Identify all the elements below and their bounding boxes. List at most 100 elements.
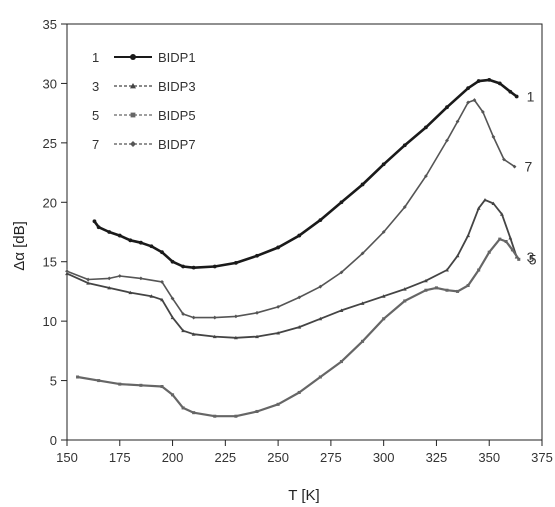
data-point: [65, 269, 69, 274]
data-point: [445, 105, 449, 110]
data-point: [339, 270, 344, 275]
y-tick-label: 25: [43, 136, 57, 151]
legend-entry: 3 BIDP3: [92, 79, 196, 94]
data-point: [212, 315, 217, 320]
data-point: [213, 414, 217, 418]
data-point: [466, 233, 471, 238]
x-tick-label: 325: [426, 450, 448, 465]
x-tick-label: 300: [373, 450, 395, 465]
data-point: [512, 164, 517, 169]
x-tick-label: 225: [214, 450, 236, 465]
data-point: [445, 268, 449, 272]
y-tick-label: 0: [50, 433, 57, 448]
data-point: [402, 205, 407, 209]
axis-ticks: 150 175 200 225 250 275 300 325 350 3750510152025…: [43, 17, 553, 465]
legend-entry: 5 BIDP5: [92, 108, 196, 123]
data-point: [510, 248, 514, 252]
data-point: [276, 331, 281, 335]
data-point: [402, 287, 407, 291]
y-tick-label: 5: [50, 374, 57, 389]
data-point: [160, 384, 164, 389]
data-point: [381, 230, 386, 234]
data-point: [499, 212, 504, 216]
data-point: [181, 406, 185, 410]
data-point: [255, 409, 259, 413]
data-point: [181, 264, 186, 269]
data-point: [423, 174, 428, 179]
legend-entry: 1 BIDP1: [92, 50, 196, 65]
y-tick-label: 10: [43, 314, 57, 329]
data-point: [233, 335, 238, 340]
data-point: [455, 253, 460, 258]
data-point: [360, 251, 365, 256]
data-point: [382, 317, 386, 321]
data-point: [502, 157, 506, 162]
legend-label: BIDP3: [158, 79, 196, 94]
data-point: [170, 315, 175, 320]
legend-marker: [130, 83, 136, 89]
legend-marker: [130, 54, 136, 60]
data-point: [434, 286, 438, 290]
legend-number: 1: [92, 50, 99, 65]
legend-number: 5: [92, 108, 99, 123]
x-tick-label: 200: [162, 450, 184, 465]
data-point: [138, 276, 143, 281]
data-point: [97, 379, 101, 383]
data-point: [255, 310, 259, 315]
data-point: [497, 81, 502, 86]
data-point: [160, 297, 164, 302]
data-point: [318, 284, 323, 289]
data-point: [149, 294, 154, 298]
data-point: [466, 86, 471, 91]
legend: 1 BIDP1 3 BIDP3 5 BIDP5 7 BIDP7: [92, 50, 196, 152]
data-point: [466, 100, 471, 105]
data-point: [86, 277, 91, 282]
data-point: [297, 233, 302, 238]
data-point: [297, 325, 302, 329]
legend-label: BIDP7: [158, 137, 196, 152]
series-end-label: 7: [525, 159, 533, 175]
data-point: [476, 79, 481, 83]
series-bidp7: 7: [65, 98, 533, 320]
data-point: [181, 312, 186, 316]
data-point: [96, 225, 101, 230]
x-tick-label: 375: [531, 450, 553, 465]
y-tick-label: 30: [43, 76, 57, 91]
x-tick-label: 275: [320, 450, 342, 465]
data-point: [107, 276, 112, 281]
data-point: [476, 206, 481, 210]
data-point: [480, 110, 485, 114]
data-point: [381, 162, 386, 167]
data-point: [491, 135, 496, 139]
data-point: [138, 240, 143, 245]
data-point: [514, 94, 519, 99]
data-point: [234, 414, 238, 418]
y-tick-label: 15: [43, 255, 57, 270]
data-point: [276, 304, 281, 309]
legend-entry: 7 BIDP7: [92, 137, 196, 152]
data-point: [128, 290, 133, 295]
data-point: [361, 339, 365, 343]
data-point: [487, 77, 492, 82]
legend-label: BIDP5: [158, 108, 196, 123]
y-tick-label: 20: [43, 195, 57, 210]
data-point: [504, 239, 508, 244]
data-point: [403, 299, 407, 303]
data-point: [171, 393, 175, 397]
data-point: [170, 259, 175, 264]
data-point: [92, 219, 97, 224]
data-point: [360, 182, 365, 187]
data-point: [517, 257, 521, 261]
data-point: [381, 294, 386, 298]
data-point: [117, 233, 122, 238]
series-end-label: 1: [527, 89, 535, 105]
data-point: [192, 411, 196, 415]
data-point: [487, 250, 491, 254]
data-point: [160, 250, 164, 255]
series-bidp5: 5: [76, 237, 537, 418]
data-point: [191, 332, 196, 336]
data-point: [233, 261, 238, 265]
data-point: [107, 285, 112, 290]
data-point: [276, 402, 280, 406]
data-point: [128, 238, 133, 243]
